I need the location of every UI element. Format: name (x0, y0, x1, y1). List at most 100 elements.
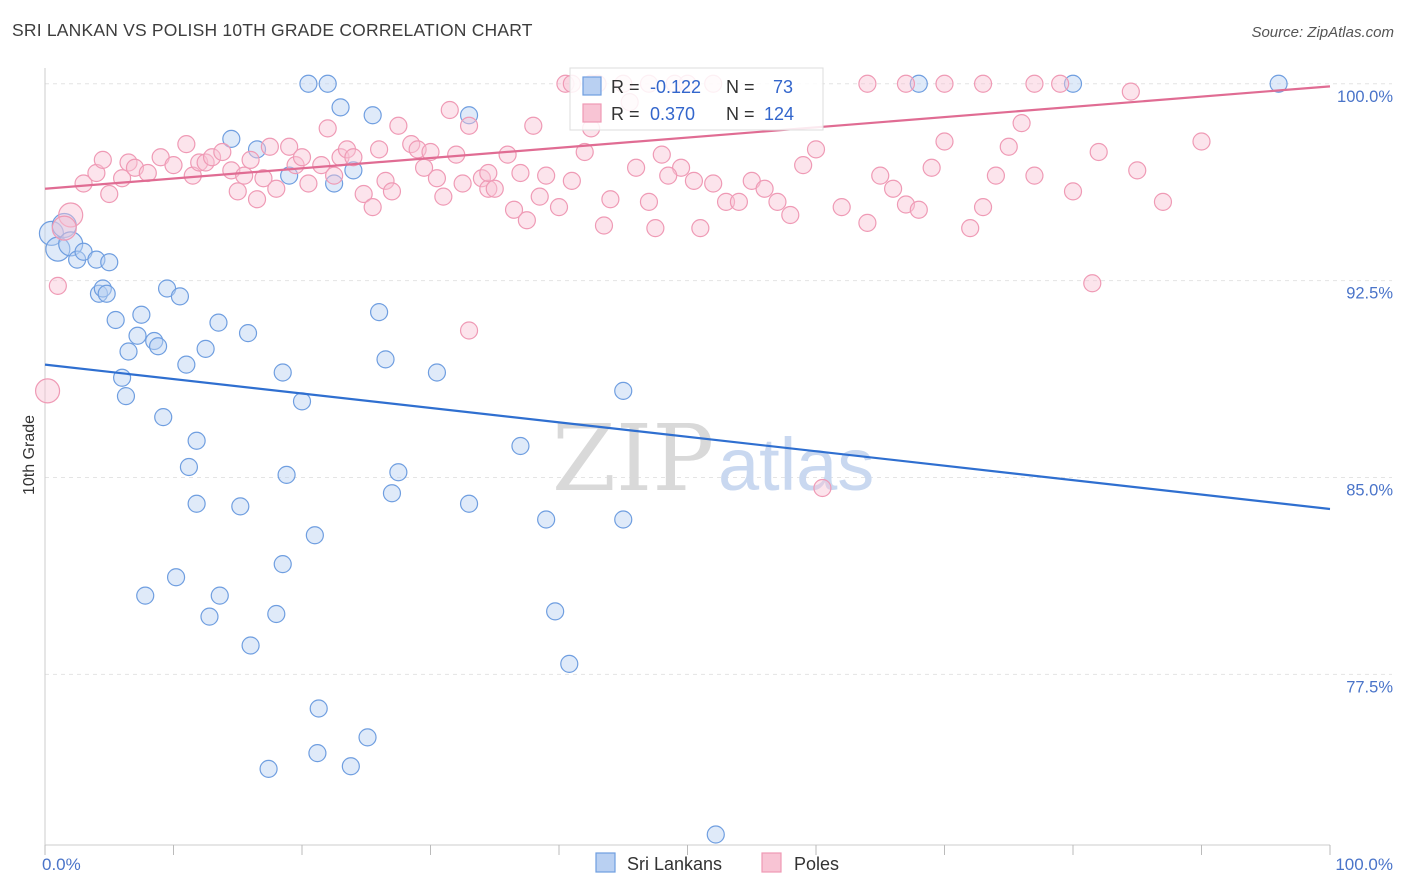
point-pole-0 (34, 378, 61, 404)
point-pole-104 (1153, 192, 1173, 211)
point-sri-lankan-67 (358, 728, 377, 747)
point-sri-lankan-42 (292, 392, 312, 411)
point-pole-117 (935, 74, 954, 93)
bottom-legend-sri-lankans: Sri Lankans (627, 854, 722, 874)
point-pole-66 (575, 142, 594, 162)
trend-line-poles (44, 85, 1331, 190)
series-sri-lankans (38, 74, 1288, 844)
point-pole-88 (858, 213, 877, 232)
point-sri-lankan-31 (119, 342, 138, 361)
point-pole-60 (517, 211, 536, 230)
point-sri-lankan-32 (177, 355, 196, 374)
point-pole-65 (562, 171, 581, 190)
legend-r-label-1: R = (611, 77, 640, 97)
point-pole-68 (594, 216, 614, 235)
point-pole-97 (986, 166, 1006, 185)
point-pole-62 (530, 187, 549, 206)
point-pole-41 (376, 171, 395, 190)
point-pole-123 (479, 163, 498, 183)
point-sri-lankan-7 (1269, 74, 1288, 93)
point-sri-lankan-23 (97, 284, 116, 303)
point-sri-lankan-33 (196, 339, 215, 358)
point-pole-55 (479, 179, 498, 198)
point-pole-6 (100, 184, 119, 204)
point-pole-34 (325, 166, 344, 185)
point-sri-lankan-26 (106, 310, 125, 330)
point-pole-33 (318, 119, 337, 138)
point-pole-38 (354, 184, 373, 204)
point-sri-lankan-36 (273, 363, 292, 382)
point-pole-71 (626, 158, 646, 177)
source-label: Source: ZipAtlas.com (1251, 24, 1394, 41)
point-pole-11 (138, 163, 157, 183)
point-sri-lankan-13 (38, 220, 65, 246)
point-pole-27 (267, 179, 286, 198)
point-sri-lankan-46 (277, 465, 296, 484)
point-sri-lankan-63 (546, 602, 565, 621)
point-pole-80 (729, 192, 749, 211)
point-sri-lankan-38 (376, 350, 395, 369)
point-sri-lankan-48 (511, 436, 530, 456)
point-pole-82 (755, 179, 774, 198)
point-pole-24 (247, 190, 267, 209)
legend-r-value-2: 0.370 (650, 104, 695, 124)
legend-n-label-2: N = (726, 104, 755, 124)
point-pole-18 (202, 148, 222, 167)
point-sri-lankan-53 (614, 510, 633, 529)
legend-n-label-1: N = (726, 77, 755, 97)
point-sri-lankan-10 (280, 166, 299, 185)
point-pole-93 (922, 158, 941, 177)
point-pole-19 (213, 142, 232, 162)
point-pole-37 (344, 148, 363, 167)
point-pole-58 (504, 200, 524, 219)
point-pole-90 (883, 179, 903, 198)
point-pole-52 (453, 174, 472, 193)
point-pole-8 (93, 150, 112, 169)
point-pole-118 (973, 74, 993, 93)
point-pole-89 (871, 166, 890, 185)
y-tick-label-3: 100.0% (1337, 88, 1393, 106)
point-pole-1 (48, 276, 67, 295)
y-tick-label-1: 85.0% (1346, 482, 1393, 500)
point-sri-lankan-66 (309, 699, 328, 718)
point-pole-92 (909, 200, 928, 219)
point-pole-39 (363, 198, 382, 217)
point-pole-79 (716, 192, 736, 211)
point-pole-96 (973, 198, 993, 217)
point-pole-98 (999, 137, 1018, 156)
point-pole-99 (1012, 114, 1031, 133)
legend-r-value-1: -0.122 (650, 77, 701, 97)
point-sri-lankan-25 (170, 287, 190, 306)
point-sri-lankan-8 (222, 129, 241, 148)
watermark-atlas: atlas (718, 423, 874, 506)
point-pole-40 (370, 140, 389, 159)
point-sri-lankan-12 (344, 161, 363, 180)
point-pole-72 (639, 192, 659, 211)
point-sri-lankan-68 (308, 744, 327, 763)
point-sri-lankan-39 (427, 363, 447, 382)
tick-labels: 77.5% 85.0% 92.5% 100.0% 0.0% 100.0% (42, 88, 1393, 874)
x-tick-label-1: 100.0% (1335, 855, 1393, 874)
point-sri-lankan-43 (154, 408, 173, 427)
point-pole-57 (498, 145, 517, 164)
point-sri-lankan-1 (318, 74, 337, 93)
point-pole-116 (896, 74, 916, 93)
point-sri-lankan-59 (136, 586, 155, 605)
point-sri-lankan-47 (389, 463, 408, 482)
point-pole-77 (691, 219, 710, 238)
point-pole-73 (646, 219, 665, 238)
point-pole-63 (537, 166, 556, 185)
point-sri-lankan-70 (341, 757, 360, 776)
point-sri-lankan-45 (179, 457, 199, 477)
bottom-legend-swatch-sri-lankans (595, 852, 616, 873)
legend-r-label-2: R = (611, 104, 640, 124)
watermark-zip: ZIP (552, 405, 714, 512)
bottom-legend-swatch-poles (761, 852, 782, 873)
point-sri-lankan-6 (1063, 74, 1083, 93)
point-sri-lankan-0 (299, 74, 318, 93)
point-sri-lankan-2 (331, 98, 350, 117)
point-pole-121 (1121, 82, 1140, 101)
point-pole-28 (280, 137, 299, 156)
trend-line-sri-lankans (44, 363, 1331, 511)
